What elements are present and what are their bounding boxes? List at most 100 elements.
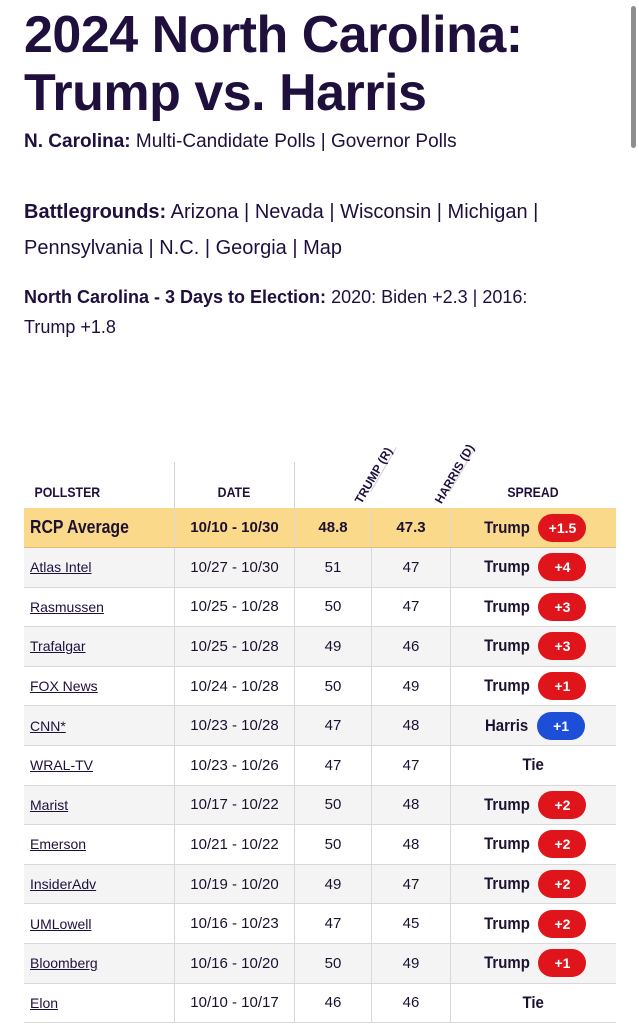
pollster-cell: CNN*	[30, 706, 174, 745]
date-cell: 10/23 - 10/28	[174, 706, 294, 745]
date-cell: 10/16 - 10/23	[174, 904, 294, 943]
spread-leader: Trump	[483, 636, 530, 656]
spread-margin-badge: +4	[538, 553, 587, 582]
divider: |	[204, 237, 211, 259]
trump-cell: 50	[294, 785, 371, 825]
spread-margin-badge: +1	[538, 949, 587, 978]
spread-margin-badge: +3	[538, 632, 587, 661]
header-trump[interactable]: TRUMP (R)	[351, 444, 396, 506]
battlegrounds-nav: Battlegrounds: Arizona | Nevada | Wiscon…	[24, 201, 624, 224]
pollster-link[interactable]: Bloomberg	[30, 955, 98, 972]
spread-leader: Trump	[483, 874, 530, 894]
spread-cell: Harris +1	[450, 706, 616, 745]
pollster-link[interactable]: Rasmussen	[30, 598, 104, 615]
date-cell: 10/23 - 10/26	[174, 745, 294, 785]
battlegrounds-nav-line2: Pennsylvania | N.C. | Georgia | Map	[24, 237, 624, 260]
link-nevada[interactable]: Nevada	[254, 201, 324, 223]
pollster-link[interactable]: Marist	[30, 796, 69, 813]
column-divider	[294, 462, 295, 508]
link-multi-candidate-polls[interactable]: Multi-Candidate Polls	[135, 131, 316, 152]
election-info-line2: Trump +1.8	[24, 317, 624, 338]
spread-leader: Trump	[483, 676, 530, 696]
spread-margin-badge: +2	[538, 870, 587, 899]
pollster-link[interactable]: UMLowell	[30, 915, 92, 932]
divider: |	[329, 201, 335, 223]
spread-margin-badge: +1	[538, 672, 587, 701]
election-label: North Carolina - 3 Days to Election:	[24, 287, 327, 307]
pollster-link[interactable]: Elon	[30, 994, 59, 1011]
harris-cell: 48	[371, 785, 450, 825]
table-row: Trafalgar 10/25 - 10/28 49 46 Trump +3	[24, 627, 616, 667]
harris-cell: 48	[371, 706, 450, 745]
link-pennsylvania[interactable]: Pennsylvania	[24, 237, 143, 259]
page-title-line1: 2024 North Carolina:	[24, 6, 523, 64]
harris-cell: 47	[371, 864, 450, 904]
pollster-link[interactable]: FOX News	[30, 678, 98, 695]
pollster-cell: WRAL-TV	[30, 746, 174, 785]
poll-rows: Atlas Intel 10/27 - 10/30 51 47 Trump +4 Rasmu…	[24, 548, 616, 1024]
link-michigan[interactable]: Michigan	[447, 201, 528, 223]
date-cell: 10/21 - 10/22	[174, 825, 294, 864]
table-row: Bloomberg 10/16 - 10/20 50 49 Trump +1	[24, 943, 616, 984]
subnav: N. Carolina: Multi-Candidate Polls | Gov…	[24, 131, 624, 153]
date-cell: 10/19 - 10/20	[174, 864, 294, 904]
spread-cell: Trump +1	[450, 666, 616, 706]
spread-cell: Trump +2	[450, 864, 616, 904]
pollster-link[interactable]: Emerson	[30, 836, 87, 853]
harris-cell: 47	[371, 548, 450, 587]
divider: |	[320, 131, 326, 152]
page-title: 2024 North Carolina: Trump vs. Harris	[24, 6, 624, 122]
harris-cell: 45	[371, 904, 450, 943]
trump-cell: 47	[294, 745, 371, 785]
table-row: Elon 10/10 - 10/17 46 46 Tie	[24, 983, 616, 1024]
polls-table: POLLSTER DATE TRUMP (R) HARRIS (D) SPREA…	[24, 440, 616, 1024]
header-spread[interactable]: SPREAD	[507, 484, 559, 500]
date-cell: 10/24 - 10/28	[174, 666, 294, 706]
link-north-carolina[interactable]: N.C.	[159, 237, 200, 259]
spread-leader: Trump	[483, 834, 530, 854]
subnav-label: N. Carolina:	[24, 131, 131, 152]
header-date[interactable]: DATE	[217, 484, 251, 500]
pollster-link[interactable]: Trafalgar	[30, 638, 86, 655]
pollster-cell: UMLowell	[30, 904, 174, 943]
trump-cell: 49	[294, 627, 371, 666]
table-row: Marist 10/17 - 10/22 50 48 Trump +2	[24, 785, 616, 826]
trump-cell: 46	[294, 983, 371, 1023]
rcp-average-row: RCP Average 10/10 - 10/30 48.8 47.3 Trum…	[24, 508, 616, 548]
pollster-link[interactable]: Atlas Intel	[30, 559, 92, 576]
spread-leader: Trump	[483, 596, 530, 616]
harris-cell: 48	[371, 825, 450, 864]
page-scrollbar[interactable]	[631, 6, 636, 148]
spread-cell: Trump +2	[450, 785, 616, 825]
average-label: RCP Average	[30, 517, 129, 537]
link-map[interactable]: Map	[303, 237, 343, 259]
spread-leader: Trump	[483, 517, 530, 537]
date-cell: 10/16 - 10/20	[174, 943, 294, 983]
page-title-line2: Trump vs. Harris	[24, 64, 427, 122]
link-georgia[interactable]: Georgia	[215, 237, 287, 259]
link-wisconsin[interactable]: Wisconsin	[340, 201, 432, 223]
table-row: Atlas Intel 10/27 - 10/30 51 47 Trump +4	[24, 548, 616, 588]
spread-cell: Trump +1	[450, 943, 616, 983]
pollster-link[interactable]: InsiderAdv	[30, 876, 97, 893]
pollster-link[interactable]: CNN*	[30, 717, 66, 734]
link-arizona[interactable]: Arizona	[170, 201, 239, 223]
header-pollster[interactable]: POLLSTER	[34, 484, 101, 500]
election-info: North Carolina - 3 Days to Election: 202…	[24, 287, 624, 308]
pollster-cell: Bloomberg	[30, 944, 174, 983]
pollster-cell: Atlas Intel	[30, 548, 174, 587]
trump-cell: 50	[294, 587, 371, 627]
trump-cell: 50	[294, 943, 371, 983]
spread-cell: Tie	[450, 983, 616, 1023]
trump-cell: 47	[294, 904, 371, 943]
link-governor-polls[interactable]: Governor Polls	[330, 131, 457, 152]
spread-leader: Trump	[483, 913, 530, 933]
divider: |	[244, 201, 250, 223]
pollster-link[interactable]: WRAL-TV	[30, 757, 93, 774]
spread-margin-badge: +3	[538, 592, 587, 621]
date-cell: 10/17 - 10/22	[174, 785, 294, 825]
table-row: UMLowell 10/16 - 10/23 47 45 Trump +2	[24, 904, 616, 944]
spread-margin-badge: +2	[538, 830, 587, 859]
divider: |	[533, 201, 539, 223]
spread-cell: Tie	[450, 745, 616, 785]
